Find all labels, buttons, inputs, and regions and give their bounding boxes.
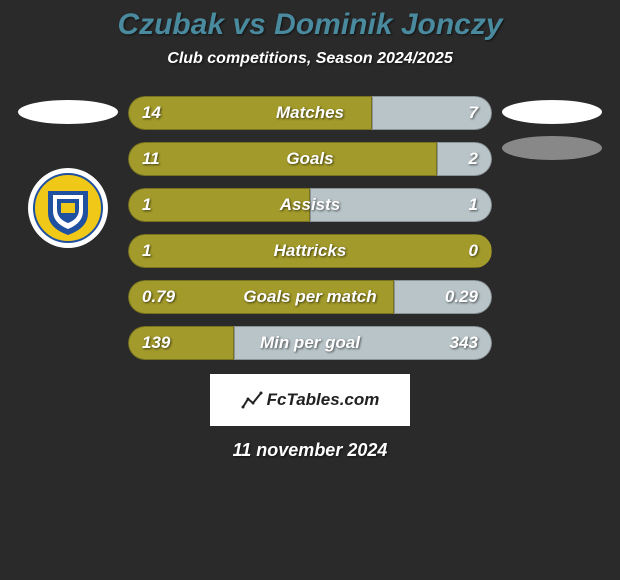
stat-row: 1 1 Assists [128, 188, 492, 222]
stat-label: Min per goal [260, 333, 360, 353]
stat-label: Matches [276, 103, 344, 123]
stat-right-value: 0.29 [445, 287, 478, 307]
stat-row: 11 2 Goals [128, 142, 492, 176]
stat-bars: 147Matches112Goals11Assists10Hattricks0.… [128, 96, 492, 360]
arka-badge-icon [33, 173, 103, 243]
brand-label: FcTables.com [267, 390, 380, 410]
bar-right [437, 142, 492, 176]
date-label: 11 november 2024 [0, 440, 620, 461]
left-club-badge [28, 168, 108, 248]
stat-right-value: 7 [469, 103, 478, 123]
stat-row: 14 7 Matches [128, 96, 492, 130]
stat-right-value: 343 [450, 333, 478, 353]
stat-left-value: 14 [142, 103, 161, 123]
stat-left-value: 0.79 [142, 287, 175, 307]
chart-icon [241, 389, 263, 411]
stat-right-value: 1 [469, 195, 478, 215]
left-side [8, 96, 128, 248]
right-side [492, 96, 612, 160]
stat-left-value: 11 [142, 149, 160, 169]
left-player-ellipse [18, 100, 118, 124]
stat-label: Goals [286, 149, 333, 169]
stat-right-value: 2 [469, 149, 478, 169]
stat-left-value: 1 [142, 241, 151, 261]
stat-row: 1 0 Hattricks [128, 234, 492, 268]
page-title: Czubak vs Dominik Jonczy [0, 8, 620, 42]
main-layout: 147Matches112Goals11Assists10Hattricks0.… [0, 96, 620, 360]
stat-label: Goals per match [243, 287, 376, 307]
page-subtitle: Club competitions, Season 2024/2025 [0, 50, 620, 68]
stat-right-value: 0 [469, 241, 478, 261]
stat-row: 139 343 Min per goal [128, 326, 492, 360]
brand-box: FcTables.com [210, 374, 410, 426]
stat-label: Assists [280, 195, 340, 215]
right-player-ellipse-2 [502, 136, 602, 160]
comparison-container: Czubak vs Dominik Jonczy Club competitio… [0, 0, 620, 461]
right-player-ellipse-1 [502, 100, 602, 124]
bar-left [128, 142, 437, 176]
stat-left-value: 139 [142, 333, 170, 353]
stat-left-value: 1 [142, 195, 151, 215]
stat-label: Hattricks [274, 241, 347, 261]
stat-row: 0.79 0.29 Goals per match [128, 280, 492, 314]
